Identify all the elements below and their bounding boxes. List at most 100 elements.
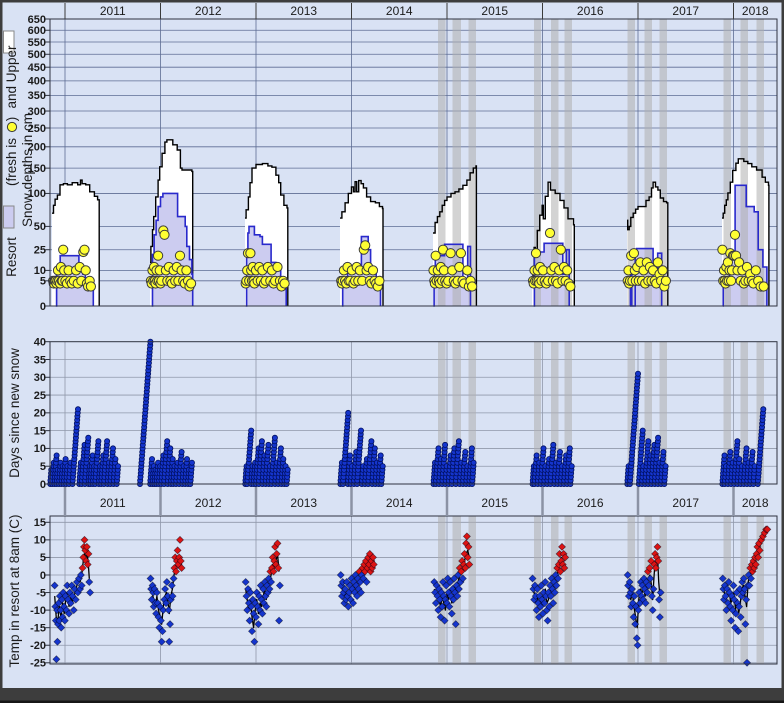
temp-point-warm	[763, 525, 772, 534]
fresh-snow-point	[430, 250, 441, 261]
days-dot	[743, 445, 750, 452]
year-row-top: 2011 2012 2013 2014 2015 2016 2017 2018	[64, 3, 769, 19]
fresh-snow-point	[562, 265, 573, 276]
days-dot	[148, 456, 155, 463]
fresh-snow-point	[272, 261, 283, 273]
temp-grid	[50, 516, 777, 664]
upper-snow-line-2013	[245, 162, 289, 306]
days-tick-label: 25	[34, 390, 46, 402]
days-dot	[85, 434, 92, 441]
days-dot	[368, 438, 375, 445]
temp-point-cold	[161, 585, 170, 594]
no-data-band	[644, 341, 652, 484]
days-dot	[736, 456, 743, 463]
frame-top	[0, 0, 784, 3]
days-dot	[265, 441, 272, 448]
days-tick-label: 0	[40, 479, 46, 491]
temp-point-cold	[146, 574, 155, 583]
temp-point-cold	[440, 616, 449, 625]
temp-tick-label: -10	[30, 605, 46, 617]
days-dot	[178, 448, 185, 455]
no-data-band	[564, 341, 572, 484]
snow-tick-label: 300	[28, 106, 46, 118]
temp-point-cold	[258, 609, 267, 618]
days-dot	[734, 438, 741, 445]
temp-point-cold	[736, 613, 745, 622]
temp-point-cold	[168, 592, 177, 601]
temp-point-cold	[156, 616, 165, 625]
snow-tick-label: 50	[34, 221, 46, 233]
temp-point-cold	[52, 655, 61, 664]
temp-point-cold	[164, 606, 173, 615]
temp-point-warm	[82, 542, 91, 551]
temp-point-warm	[369, 560, 378, 569]
no-data-band	[452, 19, 461, 306]
no-data-band	[551, 341, 559, 484]
temp-tick-label: -20	[30, 640, 46, 652]
temp-point-cold	[344, 602, 353, 611]
upper-snow-line-2012	[150, 139, 194, 306]
no-data-band	[564, 19, 572, 306]
snow-tick-label: 400	[28, 76, 46, 88]
temp-point-cold	[275, 616, 284, 625]
temp-tick-label: 10	[34, 535, 46, 547]
days-dot	[357, 427, 364, 434]
frame-left	[0, 0, 3, 703]
days-dot	[749, 448, 756, 455]
days-dot	[635, 370, 642, 377]
temp-point-cold	[50, 581, 59, 590]
temp-point-cold	[86, 588, 95, 597]
frame-bottom-edge	[0, 700, 784, 703]
days-dot	[248, 427, 255, 434]
fresh-snow-point	[467, 281, 478, 292]
temp-point-cold	[541, 578, 550, 587]
year-label: 2017	[672, 496, 699, 510]
temp-point-cold	[157, 637, 166, 646]
temp-point-cold	[623, 570, 632, 579]
days-dot	[550, 441, 557, 448]
snow-tick-label: 150	[28, 163, 46, 175]
days-dot	[258, 438, 265, 445]
temp-ticks: 15 10 5 0 -5 -10 -15 -20 -25	[30, 517, 50, 670]
temp-point-cold	[549, 599, 558, 608]
no-data-band	[723, 341, 731, 484]
temp-point-warm	[176, 556, 185, 565]
year-label: 2012	[195, 4, 222, 18]
temp-point-cold	[245, 616, 254, 625]
fresh-snow-point	[445, 248, 456, 259]
days-dot	[760, 406, 767, 413]
year-label: 2013	[290, 4, 317, 18]
temp-point-cold	[629, 613, 638, 622]
days-tick-label: 10	[34, 443, 46, 455]
temp-point-cold	[718, 574, 727, 583]
temp-point-cold	[267, 578, 276, 587]
year-label: 2011	[100, 496, 126, 510]
fresh-snow-point	[279, 278, 290, 289]
temp-point-cold	[57, 623, 66, 632]
days-dot	[721, 452, 728, 459]
days-dot	[371, 445, 378, 452]
legend-upper-swatch	[3, 30, 15, 54]
snow-tick-label: 250	[28, 123, 46, 135]
days-dot	[188, 459, 195, 466]
days-dot	[540, 445, 547, 452]
days-dot	[462, 448, 469, 455]
no-data-band	[756, 19, 764, 306]
temp-point-cold	[731, 609, 740, 618]
snow-tick-label: 0	[40, 301, 46, 313]
frame-right	[781, 0, 784, 703]
year-label: 2016	[577, 496, 604, 510]
days-since-snow-dots	[47, 338, 767, 487]
days-tick-label: 40	[34, 337, 46, 349]
temp-point-cold	[254, 620, 263, 629]
no-data-band	[551, 19, 559, 306]
days-dot	[455, 438, 462, 445]
temp-point-cold	[729, 581, 738, 590]
days-dot	[164, 438, 171, 445]
days-dot	[110, 445, 117, 452]
year-label: 2014	[386, 496, 413, 510]
temp-point-warm	[80, 535, 89, 544]
year-label: 2012	[195, 496, 222, 510]
temp-point-warm	[172, 567, 181, 576]
